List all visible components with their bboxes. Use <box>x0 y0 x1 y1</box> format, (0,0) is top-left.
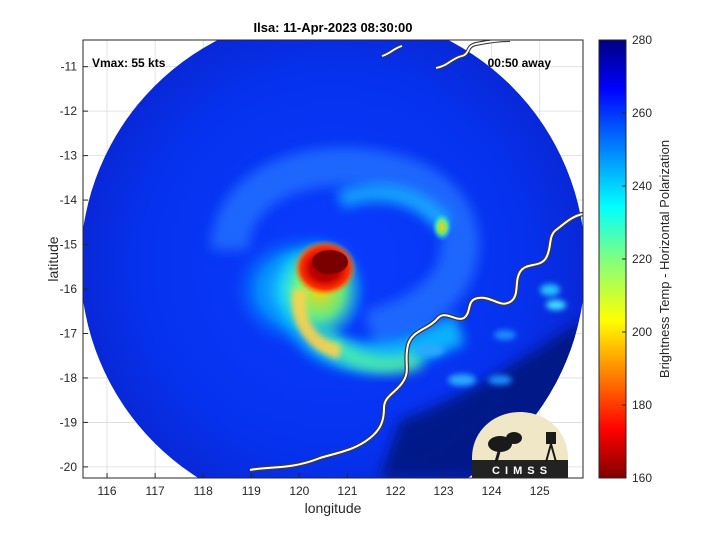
spiral-arm-yellow <box>292 288 342 359</box>
x-tick-label: 116 <box>97 484 116 498</box>
x-axis-label: longitude <box>305 500 362 516</box>
colorbar-tick-label: 260 <box>632 106 652 120</box>
y-tick-label: -15 <box>60 238 78 252</box>
y-tick-label: -12 <box>60 104 78 118</box>
axes-frame <box>82 39 584 479</box>
colorbar-tick-label: 200 <box>632 325 652 339</box>
x-tick-label: 120 <box>289 484 309 498</box>
x-tick-label: 121 <box>337 484 357 498</box>
outer-spiral-band <box>211 147 479 349</box>
chart-title: Ilsa: 11-Apr-2023 08:30:00 <box>254 20 413 35</box>
x-axis-ticks: 116 117 118 119 120 121 122 123 124 125 <box>97 473 550 498</box>
x-tick-label: 122 <box>385 484 405 498</box>
x-tick-label: 118 <box>194 484 213 498</box>
band-warm-spot <box>432 213 452 241</box>
y-axis-label: latitude <box>45 236 61 281</box>
colorbar-tick-label: 160 <box>632 471 652 485</box>
colorbar-tick-label: 280 <box>632 33 652 47</box>
colorbar <box>598 39 627 479</box>
colorbar-ticks: 280 260 240 220 200 180 160 <box>622 33 652 485</box>
x-tick-label: 124 <box>482 484 502 498</box>
y-tick-label: -19 <box>60 415 78 429</box>
logo-text: C I M S S <box>492 465 548 477</box>
vmax-annotation: Vmax: 55 kts <box>92 56 166 70</box>
x-tick-label: 125 <box>530 484 550 498</box>
colorbar-label: Brightness Temp - Horizontal Polarizatio… <box>657 140 672 378</box>
x-tick-label: 117 <box>146 484 165 498</box>
y-tick-label: -17 <box>60 326 78 340</box>
colorbar-tick-label: 240 <box>632 179 652 193</box>
y-tick-label: -14 <box>60 193 78 207</box>
y-tick-label: -16 <box>60 282 78 296</box>
coastal-rainbands <box>416 284 566 386</box>
y-axis-ticks: -11 -12 -13 -14 -15 -16 -17 -18 -19 -20 <box>60 60 88 474</box>
x-tick-label: 123 <box>434 484 454 498</box>
coastline <box>249 40 583 473</box>
y-tick-label: -11 <box>61 60 78 74</box>
time-away-annotation: 00:50 away <box>488 56 552 70</box>
y-tick-label: -13 <box>60 149 78 163</box>
colorbar-tick-label: 180 <box>632 398 652 412</box>
colorbar-tick-label: 220 <box>632 252 652 266</box>
y-tick-label: -20 <box>60 460 78 474</box>
y-tick-label: -18 <box>60 371 78 385</box>
eye-core <box>312 250 348 274</box>
x-tick-label: 119 <box>242 484 261 498</box>
cimss-logo: C I M S S <box>472 412 568 478</box>
